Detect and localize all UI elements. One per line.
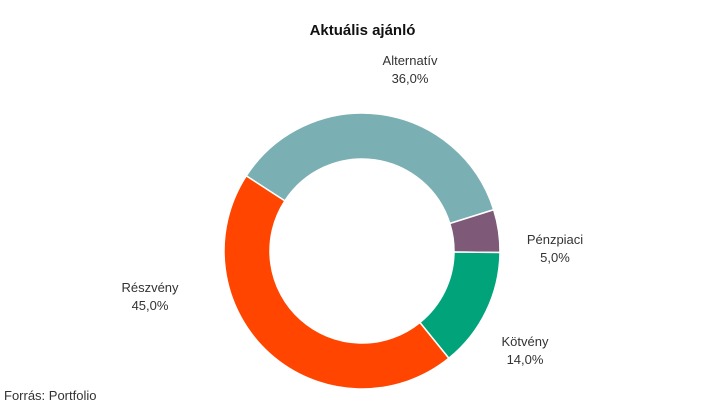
slice-label-kotveny: Kötvény 14,0%	[470, 333, 580, 369]
slice-label-penzpiaci-value: 5,0%	[540, 250, 570, 265]
donut-slice-alternativ	[245, 112, 495, 225]
donut-slice-reszveny	[223, 174, 450, 390]
slice-label-alternativ-name: Alternatív	[382, 53, 438, 68]
chart-title: Aktuális ajánló	[309, 22, 416, 39]
slice-label-alternativ: Alternatív 36,0%	[345, 52, 475, 88]
slice-label-reszveny-name: Részvény	[121, 280, 179, 295]
slice-label-reszveny: Részvény 45,0%	[95, 279, 205, 315]
slice-label-penzpiaci-name: Pénzpiaci	[526, 232, 584, 247]
slice-label-kotveny-value: 14,0%	[506, 352, 544, 367]
slice-label-reszveny-value: 45,0%	[131, 298, 169, 313]
slice-label-penzpiaci: Pénzpiaci 5,0%	[500, 231, 610, 267]
source-note: Forrás: Portfolio	[4, 388, 97, 403]
slice-label-alternativ-value: 36,0%	[391, 71, 429, 86]
slice-label-kotveny-name: Kötvény	[501, 334, 549, 349]
